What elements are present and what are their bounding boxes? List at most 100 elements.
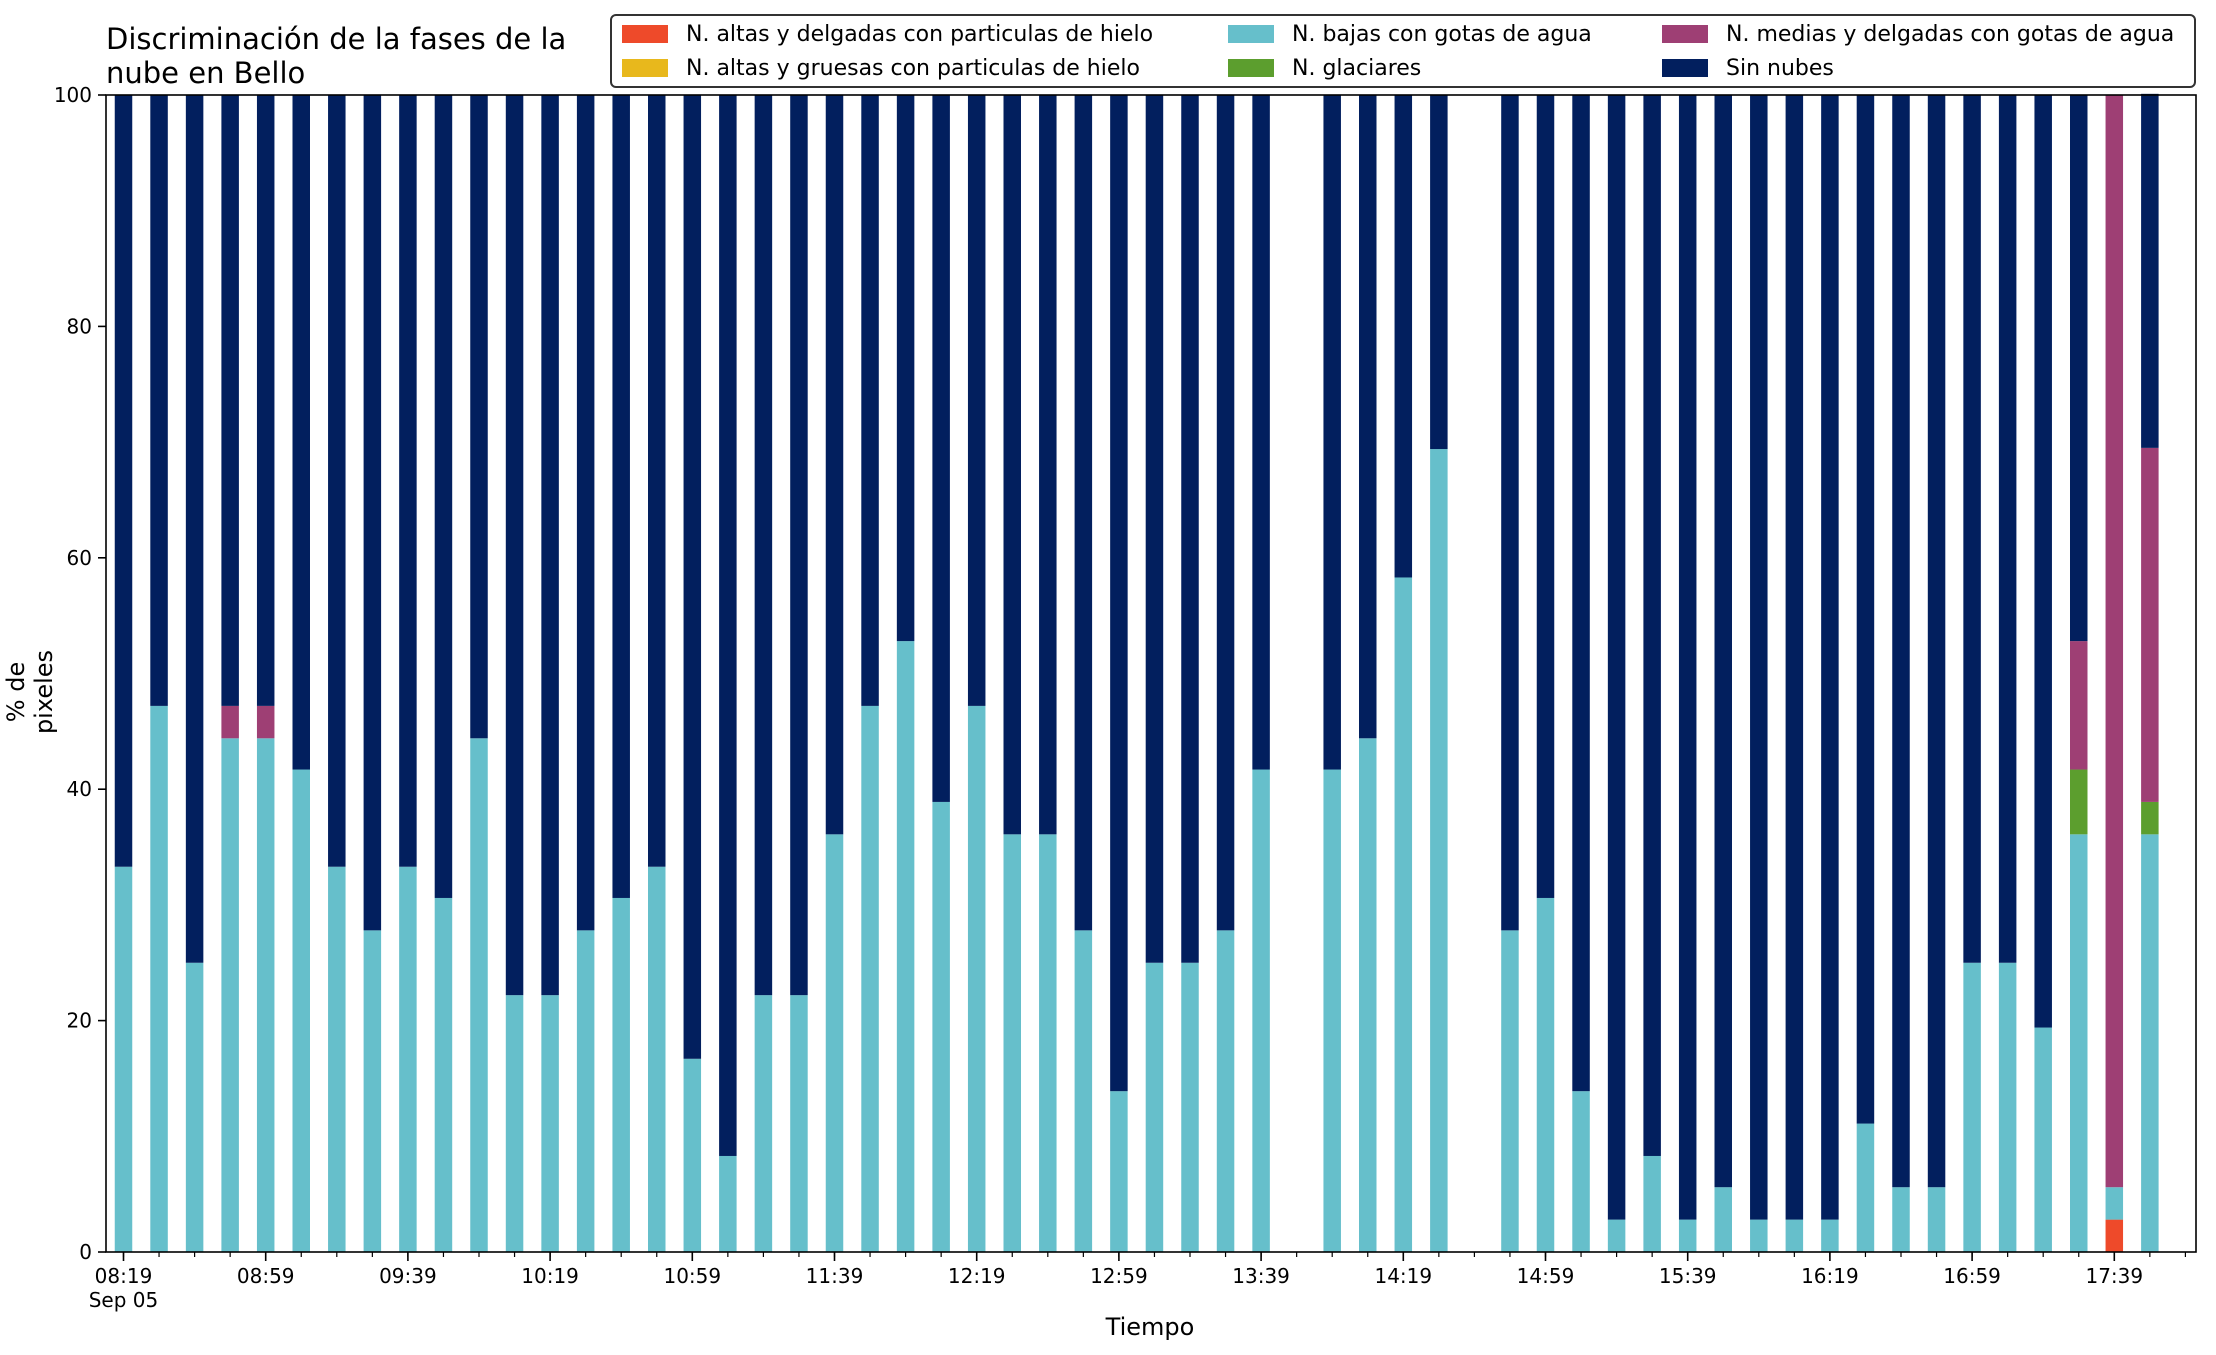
bar-segment: [1892, 95, 1910, 1188]
legend-label: N. altas y delgadas con particulas de hi…: [686, 22, 1154, 47]
bar-segment: [1998, 95, 2017, 963]
bar-segment: [1252, 95, 1270, 770]
bar-segment: [399, 866, 417, 1252]
bar-segment: [2105, 1219, 2124, 1252]
x-tick-label: 08:59: [237, 1264, 295, 1288]
x-tick-label: 12:59: [1090, 1264, 1148, 1288]
x-tick-label: 16:19: [1801, 1264, 1859, 1288]
bar-segment: [2141, 801, 2159, 835]
bar-segment: [1643, 95, 1661, 1156]
bar-segment: [1039, 834, 1057, 1252]
bar-segment: [1927, 1187, 1946, 1252]
bar-segment: [1430, 449, 1448, 1252]
bar-segment: [1501, 95, 1519, 931]
legend-label: N. glaciares: [1292, 56, 1422, 81]
bar-segment: [2070, 834, 2088, 1252]
bar-segment: [1074, 95, 1093, 931]
bar-segment: [683, 1058, 702, 1252]
legend-label: N. altas y gruesas con particulas de hie…: [686, 56, 1140, 81]
bar-segment: [825, 95, 844, 835]
bar-segment: [896, 641, 915, 1252]
bar-segment: [1785, 95, 1804, 1220]
bar-segment: [328, 866, 346, 1252]
bar-segment: [1145, 95, 1164, 963]
bar-segment: [1323, 769, 1341, 1252]
x-tick-sublabel: Sep 05: [89, 1288, 159, 1312]
bar-segment: [1430, 95, 1448, 450]
bar-segment: [896, 95, 915, 642]
bar-segment: [505, 95, 524, 996]
bar-segment: [1181, 95, 1199, 963]
bar-segment: [932, 95, 950, 802]
bar-segment: [861, 95, 879, 706]
bar-segment: [256, 738, 275, 1252]
bar-segment: [2034, 1027, 2052, 1252]
bar-segment: [1039, 95, 1057, 835]
legend-label: Sin nubes: [1726, 56, 1834, 81]
bar-segment: [576, 95, 595, 931]
bar-segment: [1856, 1123, 1875, 1252]
y-tick-label: 80: [67, 314, 92, 338]
x-tick-label: 08:19: [95, 1264, 153, 1288]
bar-segment: [1963, 95, 1981, 963]
bar-segment: [1572, 95, 1590, 1092]
legend-swatch: [1228, 59, 1274, 77]
bar-segment: [1216, 930, 1235, 1252]
bar-segment: [2070, 95, 2088, 642]
y-tick-label: 40: [67, 777, 92, 801]
bar-segment: [328, 95, 346, 867]
y-tick-label: 60: [67, 546, 92, 570]
bar-segment: [1643, 1155, 1661, 1252]
bar-segment: [825, 834, 844, 1252]
bar-segment: [1536, 897, 1555, 1252]
x-tick-label: 09:39: [379, 1264, 437, 1288]
x-tick-label: 10:19: [521, 1264, 579, 1288]
bar-segment: [1536, 95, 1555, 898]
x-tick-label: 16:59: [1943, 1264, 2001, 1288]
bar-segment: [754, 95, 773, 996]
bar-segment: [1110, 1091, 1128, 1252]
bar-segment: [363, 930, 382, 1252]
bar-segment: [1607, 95, 1626, 1220]
bar-segment: [256, 705, 275, 739]
bar-segment: [505, 995, 524, 1252]
bar-segment: [1003, 834, 1021, 1252]
bar-segment: [1963, 962, 1981, 1252]
x-tick-label: 14:59: [1517, 1264, 1575, 1288]
bar-segment: [2141, 834, 2159, 1252]
legend-label: N. bajas con gotas de agua: [1292, 22, 1592, 47]
bar-segment: [292, 95, 310, 770]
x-tick-label: 14:19: [1374, 1264, 1432, 1288]
bar-segment: [1785, 1219, 1804, 1252]
bar-segment: [1074, 930, 1093, 1252]
bar-segment: [1678, 95, 1697, 1220]
bar-segment: [1003, 95, 1021, 835]
bar-segment: [2141, 93, 2159, 448]
bar-segment: [2034, 95, 2052, 1028]
x-tick-label: 17:39: [2085, 1264, 2143, 1288]
bar-segment: [861, 705, 879, 1252]
y-tick-label: 20: [67, 1009, 92, 1033]
x-tick-label: 15:39: [1659, 1264, 1717, 1288]
x-axis-label: Tiempo: [1105, 1313, 1195, 1341]
bar-segment: [1359, 95, 1377, 739]
bar-segment: [1394, 577, 1413, 1252]
legend-swatch: [1662, 59, 1708, 77]
bar-segment: [1216, 95, 1235, 931]
bar-segment: [1750, 95, 1768, 1220]
bar-segment: [1145, 962, 1164, 1252]
legend-label: N. medias y delgadas con gotas de agua: [1726, 22, 2175, 47]
bar-segment: [754, 995, 773, 1252]
bar-segment: [1856, 95, 1875, 1124]
bar-segment: [541, 995, 559, 1252]
bar-segment: [1821, 1219, 1839, 1252]
bar-segment: [719, 95, 737, 1156]
bar-segment: [932, 801, 950, 1252]
bar-segment: [719, 1155, 737, 1252]
bar-segment: [150, 705, 168, 1252]
bar-segment: [2105, 95, 2124, 1188]
bar-segment: [1501, 930, 1519, 1252]
legend-swatch: [622, 59, 668, 77]
bar-segment: [470, 738, 488, 1252]
